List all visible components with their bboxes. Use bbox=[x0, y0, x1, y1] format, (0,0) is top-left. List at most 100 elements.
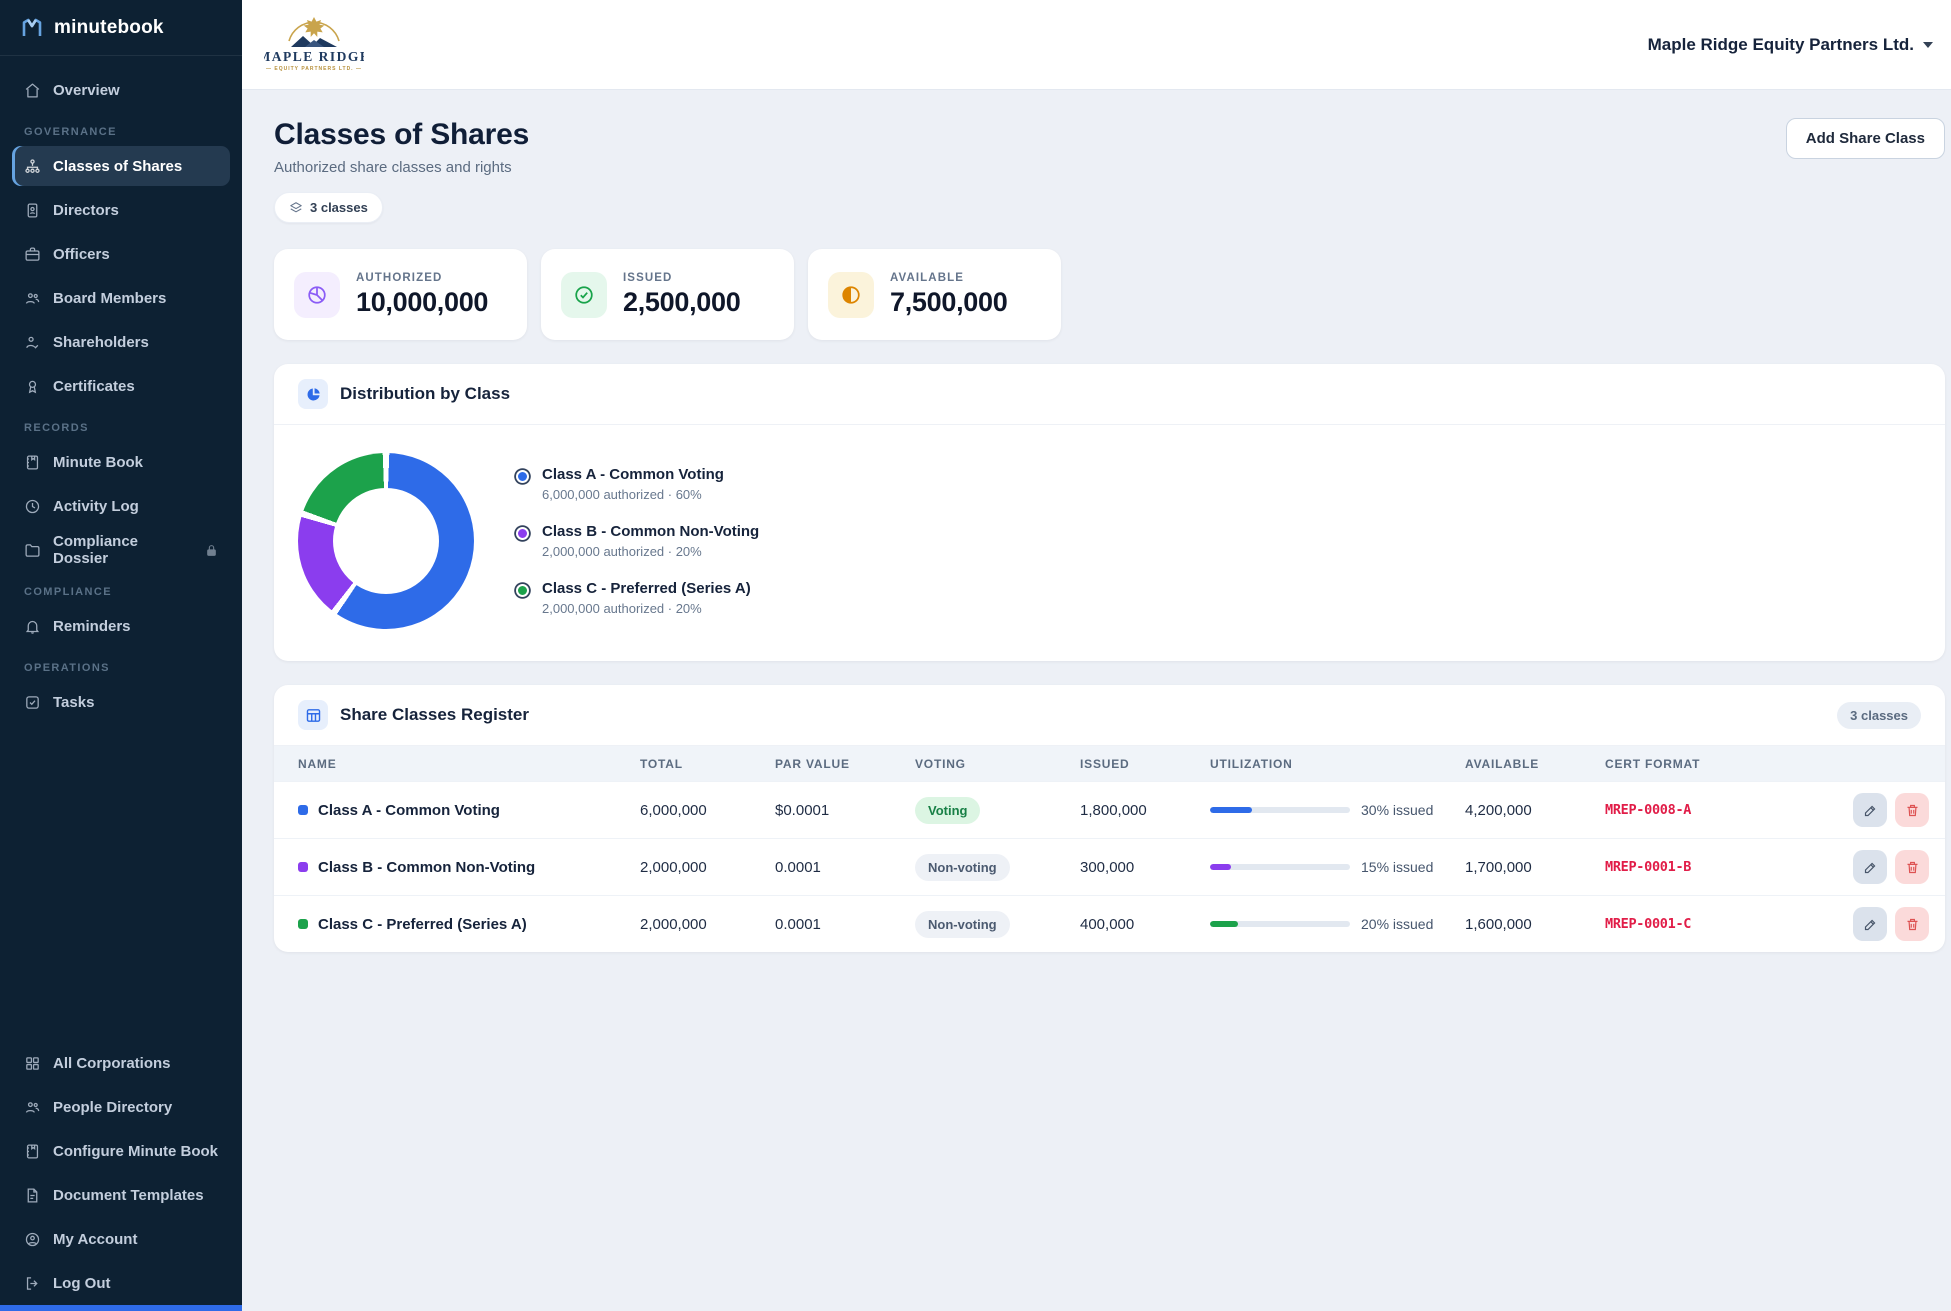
chart-legend: Class A - Common Voting 6,000,000 author… bbox=[516, 466, 759, 616]
hierarchy-icon bbox=[24, 158, 41, 175]
class-name: Class A - Common Voting bbox=[318, 801, 500, 819]
grid-icon bbox=[24, 1055, 41, 1072]
stat-value: 7,500,000 bbox=[890, 286, 1008, 317]
logout-icon bbox=[24, 1275, 41, 1292]
minutebook-logo-icon bbox=[20, 16, 44, 40]
available-cell: 1,600,000 bbox=[1465, 915, 1532, 933]
sidebar: minutebook Overview Governance Classes o… bbox=[0, 0, 242, 1311]
sidebar-item-minute-book[interactable]: Minute Book bbox=[12, 442, 230, 482]
total-cell: 2,000,000 bbox=[640, 915, 707, 933]
lock-icon bbox=[205, 544, 218, 557]
sidebar-item-document-templates[interactable]: Document Templates bbox=[12, 1175, 230, 1215]
distribution-title: Distribution by Class bbox=[340, 384, 511, 403]
stat-label: Issued bbox=[623, 271, 673, 284]
legend-item: Class B - Common Non-Voting 2,000,000 au… bbox=[516, 523, 759, 559]
sidebar-item-activity-log[interactable]: Activity Log bbox=[12, 486, 230, 526]
sidebar-item-label: Tasks bbox=[53, 693, 95, 711]
briefcase-icon bbox=[24, 246, 41, 263]
total-cell: 2,000,000 bbox=[640, 858, 707, 876]
utilization-cell: 20% issued bbox=[1210, 916, 1465, 932]
legend-dot bbox=[516, 470, 529, 483]
stat-card-authorized: Authorized 10,000,000 bbox=[274, 249, 527, 340]
donut-hole bbox=[333, 488, 439, 594]
available-cell: 4,200,000 bbox=[1465, 801, 1532, 819]
stat-card-issued: Issued 2,500,000 bbox=[541, 249, 794, 340]
issued-cell: 300,000 bbox=[1080, 858, 1135, 876]
user-check-icon bbox=[24, 334, 41, 351]
progress-track bbox=[1210, 864, 1350, 870]
notebook-icon bbox=[24, 454, 41, 471]
check-circle-icon bbox=[561, 271, 607, 318]
class-swatch bbox=[298, 862, 308, 872]
sidebar-item-certificates[interactable]: Certificates bbox=[12, 366, 230, 406]
sidebar-item-officers[interactable]: Officers bbox=[12, 234, 230, 274]
voting-badge: Non-voting bbox=[915, 853, 1010, 881]
sidebar-item-label: My Account bbox=[53, 1230, 138, 1248]
voting-badge: Voting bbox=[915, 796, 981, 824]
sidebar-item-shareholders[interactable]: Shareholders bbox=[12, 322, 230, 362]
table-icon bbox=[298, 700, 328, 730]
sidebar-item-label: Certificates bbox=[53, 377, 135, 395]
class-swatch bbox=[298, 805, 308, 815]
register-count-badge: 3 classes bbox=[1837, 701, 1921, 729]
sidebar-item-board-members[interactable]: Board Members bbox=[12, 278, 230, 318]
par-value-cell: 0.0001 bbox=[775, 915, 821, 933]
sidebar-item-label: Configure Minute Book bbox=[53, 1142, 218, 1160]
people-icon bbox=[24, 1099, 41, 1116]
sidebar-item-compliance-dossier[interactable]: Compliance Dossier bbox=[12, 530, 230, 570]
app-logo: minutebook bbox=[0, 0, 242, 56]
sidebar-item-all-corporations[interactable]: All Corporations bbox=[12, 1043, 230, 1083]
half-circle-icon bbox=[828, 271, 874, 318]
stats-row: Authorized 10,000,000 Issued 2,500,000 bbox=[274, 249, 1945, 340]
sidebar-item-label: Directors bbox=[53, 201, 119, 219]
folder-icon bbox=[24, 542, 41, 559]
sidebar-item-people-directory[interactable]: People Directory bbox=[12, 1087, 230, 1127]
edit-button[interactable] bbox=[1853, 793, 1887, 827]
progress-track bbox=[1210, 921, 1350, 927]
table-row: Class B - Common Non-Voting 2,000,000 0.… bbox=[274, 838, 1945, 895]
share-classes-table: Name Total Par Value Voting Issued Utili… bbox=[274, 746, 1945, 952]
sidebar-item-overview[interactable]: Overview bbox=[12, 70, 230, 110]
stat-value: 10,000,000 bbox=[356, 286, 489, 317]
clock-icon bbox=[24, 498, 41, 515]
distribution-card: Distribution by Class Class A - Common V… bbox=[274, 364, 1945, 661]
delete-button[interactable] bbox=[1895, 907, 1929, 941]
sidebar-item-label: Officers bbox=[53, 245, 110, 263]
topbar: MAPLE RIDGE — EQUITY PARTNERS LTD. — Map… bbox=[242, 0, 1951, 90]
sidebar-item-label: Minute Book bbox=[53, 453, 143, 471]
sidebar-item-configure-minute-book[interactable]: Configure Minute Book bbox=[12, 1131, 230, 1171]
add-share-class-button[interactable]: Add Share Class bbox=[1785, 118, 1945, 159]
sidebar-section-governance: Governance bbox=[24, 126, 117, 138]
company-name: Maple Ridge Equity Partners Ltd. bbox=[1647, 34, 1914, 54]
sidebar-item-classes-of-shares[interactable]: Classes of Shares bbox=[12, 146, 230, 186]
class-name: Class B - Common Non-Voting bbox=[318, 858, 536, 876]
legend-item: Class C - Preferred (Series A) 2,000,000… bbox=[516, 580, 759, 616]
sidebar-bottom-accent bbox=[0, 1305, 242, 1311]
sidebar-item-label: Log Out bbox=[53, 1274, 111, 1292]
sidebar-item-log-out[interactable]: Log Out bbox=[12, 1263, 230, 1303]
stat-label: Available bbox=[890, 271, 964, 284]
utilization-cell: 30% issued bbox=[1210, 802, 1465, 818]
sidebar-item-my-account[interactable]: My Account bbox=[12, 1219, 230, 1259]
sidebar-item-label: All Corporations bbox=[53, 1054, 171, 1072]
progress-fill bbox=[1210, 921, 1238, 927]
progress-track bbox=[1210, 807, 1350, 813]
page-content: Classes of Shares Authorized share class… bbox=[242, 90, 1951, 980]
edit-button[interactable] bbox=[1853, 907, 1887, 941]
document-icon bbox=[24, 1187, 41, 1204]
delete-button[interactable] bbox=[1895, 850, 1929, 884]
layers-icon bbox=[289, 201, 303, 215]
company-selector[interactable]: Maple Ridge Equity Partners Ltd. bbox=[1648, 35, 1933, 55]
stat-value: 2,500,000 bbox=[623, 286, 741, 317]
progress-fill bbox=[1210, 864, 1231, 870]
award-icon bbox=[24, 378, 41, 395]
sidebar-item-tasks[interactable]: Tasks bbox=[12, 682, 230, 722]
user-circle-icon bbox=[24, 1231, 41, 1248]
issued-cell: 400,000 bbox=[1080, 915, 1135, 933]
sidebar-item-reminders[interactable]: Reminders bbox=[12, 606, 230, 646]
sidebar-item-directors[interactable]: Directors bbox=[12, 190, 230, 230]
edit-button[interactable] bbox=[1853, 850, 1887, 884]
delete-button[interactable] bbox=[1895, 793, 1929, 827]
legend-dot bbox=[516, 584, 529, 597]
sidebar-item-label: People Directory bbox=[53, 1098, 173, 1116]
